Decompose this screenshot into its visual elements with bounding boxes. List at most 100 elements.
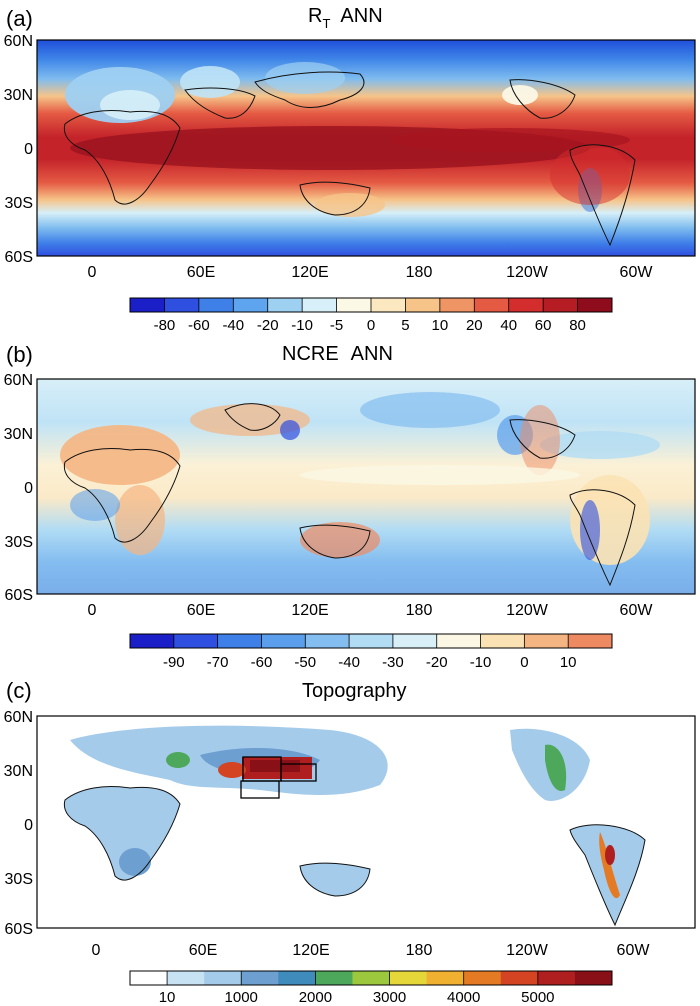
- colorbar-swatch: [349, 634, 394, 648]
- colorbar-swatch: [315, 971, 353, 985]
- panel-a-lon-0: 0: [88, 264, 97, 281]
- panel-b-lat-ticks: 60N 30N 0 30S 60S: [4, 372, 33, 604]
- colorbar-tick-label: 80: [569, 317, 586, 334]
- colorbar-tick-label: 3000: [373, 989, 406, 1006]
- colorbar-swatch: [164, 298, 200, 312]
- colorbar-tick-label: -70: [207, 654, 229, 671]
- colorbar-swatch: [267, 298, 303, 312]
- colorbar-tick-label: 2000: [299, 989, 332, 1006]
- panel-c-map: [37, 716, 695, 928]
- colorbar-tick-label: -90: [163, 654, 185, 671]
- colorbar-swatch: [302, 298, 337, 312]
- colorbar-swatch: [217, 634, 262, 648]
- colorbar-swatch: [543, 298, 578, 312]
- colorbar-tick-label: 60: [535, 317, 552, 334]
- panel-c-lon-120w: 120W: [506, 942, 549, 959]
- colorbar-swatch: [480, 634, 525, 648]
- colorbar-tick-label: 5: [401, 317, 409, 334]
- colorbar-tick-label: 0: [367, 317, 375, 334]
- panel-c-lon-60w: 60W: [617, 942, 651, 959]
- colorbar-swatch: [524, 634, 569, 648]
- panel-c-lon-ticks: 0 60E 120E 180 120W 60W: [92, 942, 651, 959]
- colorbar-swatch: [474, 298, 510, 312]
- panel-a-frame: [36, 39, 696, 257]
- panel-b-lon-120e: 120E: [291, 602, 328, 619]
- panel-c-frame: [36, 715, 696, 929]
- colorbar-tick-label: 1000: [225, 989, 258, 1006]
- panel-b-lon-ticks: 0 60E 120E 180 120W 60W: [88, 602, 654, 619]
- colorbar-frame: [129, 633, 613, 649]
- panel-a-lon-180: 180: [406, 264, 433, 281]
- colorbar-swatch: [463, 971, 502, 985]
- panel-a-lon-120w: 120W: [506, 264, 549, 281]
- panel-a-colorbar: -80 -60 -40 -20 -10 -5 0 5 10 20 40 60 80: [129, 297, 613, 334]
- panel-a-coastlines: [63, 71, 636, 247]
- panel-a-map: [37, 40, 695, 256]
- colorbar-swatch: [439, 298, 475, 312]
- panel-c-label: (c): [6, 678, 32, 703]
- panel-c-title: Topography: [302, 680, 407, 702]
- colorbar-swatch: [336, 298, 372, 312]
- panel-c-lon-120e: 120E: [292, 942, 329, 959]
- colorbar-tick-label: 40: [500, 317, 517, 334]
- colorbar-swatch: [278, 971, 316, 985]
- colorbar-swatch: [537, 971, 576, 985]
- colorbar-swatch: [241, 971, 279, 985]
- colorbar-frame: [129, 970, 613, 986]
- colorbar-tick-label: -80: [154, 317, 176, 334]
- panel-b-lat-30n: 30N: [4, 426, 33, 443]
- colorbar-tick-label: 4000: [447, 989, 480, 1006]
- colorbar-tick-label: -60: [251, 654, 273, 671]
- colorbar-swatch: [574, 971, 613, 985]
- panel-b-colorbar: -90 -70 -60 -50 -40 -30 -20 -10 0 10: [129, 633, 613, 671]
- panel-b-label: (b): [6, 342, 33, 367]
- colorbar-tick-label: 10: [560, 654, 577, 671]
- panel-b-lon-60e: 60E: [187, 602, 215, 619]
- colorbar-tick-label: -20: [257, 317, 279, 334]
- colorbar-swatch: [173, 634, 219, 648]
- panel-c-colorbar: 10 1000 2000 3000 4000 5000: [129, 970, 613, 1006]
- panel-b-lat-0: 0: [24, 480, 33, 497]
- panel-b-title: NCRE ANN: [282, 343, 393, 365]
- panel-a-lon-120e: 120E: [291, 264, 328, 281]
- panel-b-lat-60n: 60N: [4, 372, 33, 389]
- panel-c-lat-60s: 60S: [5, 921, 33, 938]
- region-box-south-asia: [240, 780, 280, 799]
- colorbar-tick-label: 20: [466, 317, 483, 334]
- panel-b-coastlines: [63, 403, 636, 587]
- panel-a-lon-ticks: 0 60E 120E 180 120W 60W: [88, 264, 654, 281]
- panel-b-frame: [36, 378, 696, 595]
- colorbar-swatch: [261, 634, 306, 648]
- colorbar-tick-label: 5000: [521, 989, 554, 1006]
- panel-c-lat-0: 0: [24, 817, 33, 834]
- colorbar-swatch: [371, 298, 406, 312]
- colorbar-swatch: [305, 634, 350, 648]
- panel-a-title: RT ANN: [308, 5, 383, 31]
- panel-c-lat-ticks: 60N 30N 0 30S 60S: [4, 709, 33, 938]
- colorbar-tick-label: -20: [426, 654, 448, 671]
- panel-a-lat-30s: 30S: [5, 195, 33, 212]
- colorbar-tick-label: -10: [291, 317, 313, 334]
- panel-c: (c) Topography: [4, 678, 696, 1006]
- colorbar-swatch: [233, 298, 269, 312]
- panel-c-lat-30n: 30N: [4, 763, 33, 780]
- region-box-east-china: [280, 763, 317, 782]
- panel-b: (b) NCRE ANN 60N 30N: [4, 342, 696, 671]
- colorbar-tick-label: 0: [520, 654, 528, 671]
- panel-c-lon-0: 0: [92, 942, 101, 959]
- colorbar-tick-label: -10: [470, 654, 492, 671]
- panel-c-lon-60e: 60E: [189, 942, 217, 959]
- panel-b-lon-120w: 120W: [506, 602, 549, 619]
- colorbar-tick-label: 10: [432, 317, 449, 334]
- colorbar-swatch: [577, 298, 613, 312]
- panel-c-lat-30s: 30S: [5, 871, 33, 888]
- colorbar-swatch: [167, 971, 205, 985]
- colorbar-swatch: [500, 971, 539, 985]
- colorbar-swatch: [130, 298, 165, 312]
- colorbar-swatch: [426, 971, 465, 985]
- colorbar-swatch: [198, 298, 234, 312]
- panel-a: (a) RT ANN 60N 30N 0 30S: [4, 5, 696, 334]
- panel-a-lat-ticks: 60N 30N 0 30S 60S: [4, 33, 33, 266]
- panel-b-lon-60w: 60W: [620, 602, 654, 619]
